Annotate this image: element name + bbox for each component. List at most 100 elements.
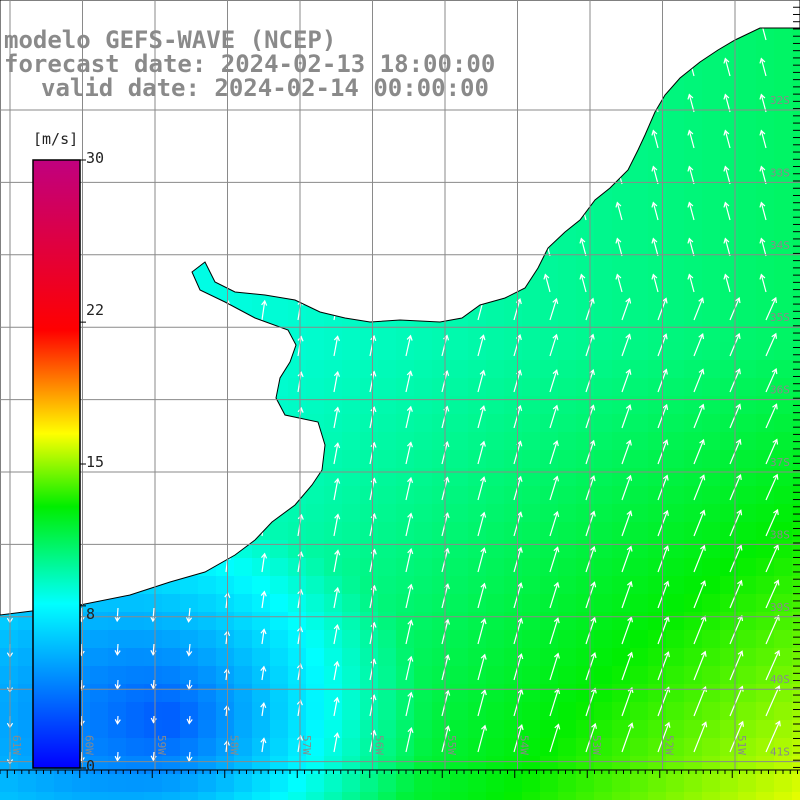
speed-cell xyxy=(684,144,702,162)
speed-cell xyxy=(720,198,738,216)
speed-cell xyxy=(378,648,396,666)
speed-cell xyxy=(774,270,792,288)
speed-cell xyxy=(324,594,342,612)
speed-cell xyxy=(396,450,414,468)
speed-cell xyxy=(756,648,774,666)
speed-cell xyxy=(180,666,198,684)
speed-cell xyxy=(630,306,648,324)
speed-cell xyxy=(702,432,720,450)
speed-cell xyxy=(666,108,684,126)
speed-cell xyxy=(792,558,800,576)
speed-cell xyxy=(360,594,378,612)
latitude-label: 41S xyxy=(770,746,790,759)
speed-cell xyxy=(234,720,252,738)
speed-cell xyxy=(684,360,702,378)
speed-cell xyxy=(468,342,486,360)
speed-cell xyxy=(396,702,414,720)
speed-cell xyxy=(702,234,720,252)
speed-cell xyxy=(306,630,324,648)
speed-cell xyxy=(144,630,162,648)
speed-cell xyxy=(558,234,576,252)
speed-cell xyxy=(486,594,504,612)
speed-cell xyxy=(18,738,36,756)
speed-cell xyxy=(630,432,648,450)
longitude-label: 60W xyxy=(83,735,96,755)
speed-cell xyxy=(774,738,792,756)
speed-cell xyxy=(648,432,666,450)
speed-cell xyxy=(486,576,504,594)
speed-cell xyxy=(522,486,540,504)
speed-cell xyxy=(396,414,414,432)
speed-cell xyxy=(558,396,576,414)
speed-cell xyxy=(738,198,756,216)
speed-cell xyxy=(792,126,800,144)
speed-cell xyxy=(738,234,756,252)
speed-cell xyxy=(630,558,648,576)
speed-cell xyxy=(270,594,288,612)
speed-cell xyxy=(396,720,414,738)
speed-cell xyxy=(378,378,396,396)
speed-cell xyxy=(756,54,774,72)
speed-cell xyxy=(270,306,288,324)
speed-cell xyxy=(594,720,612,738)
speed-cell xyxy=(270,630,288,648)
speed-cell xyxy=(666,324,684,342)
speed-cell xyxy=(684,180,702,198)
speed-cell xyxy=(90,666,108,684)
speed-cell xyxy=(342,702,360,720)
speed-cell xyxy=(738,738,756,756)
speed-cell xyxy=(738,576,756,594)
speed-cell xyxy=(594,252,612,270)
speed-cell xyxy=(162,720,180,738)
speed-cell xyxy=(738,306,756,324)
speed-cell xyxy=(360,342,378,360)
speed-cell xyxy=(522,450,540,468)
speed-cell xyxy=(720,432,738,450)
speed-cell xyxy=(630,684,648,702)
speed-cell xyxy=(702,324,720,342)
speed-cell xyxy=(630,162,648,180)
speed-cell xyxy=(666,180,684,198)
speed-cell xyxy=(468,702,486,720)
speed-cell xyxy=(648,396,666,414)
speed-cell xyxy=(738,324,756,342)
speed-cell xyxy=(198,666,216,684)
speed-cell xyxy=(522,378,540,396)
speed-cell xyxy=(702,252,720,270)
speed-cell xyxy=(216,684,234,702)
speed-cell xyxy=(756,720,774,738)
speed-cell xyxy=(252,558,270,576)
speed-cell xyxy=(720,576,738,594)
speed-cell xyxy=(198,702,216,720)
speed-cell xyxy=(774,414,792,432)
speed-cell xyxy=(486,342,504,360)
speed-cell xyxy=(792,234,800,252)
speed-cell xyxy=(738,252,756,270)
speed-cell xyxy=(792,450,800,468)
speed-cell xyxy=(288,378,306,396)
speed-cell xyxy=(270,648,288,666)
speed-cell xyxy=(270,666,288,684)
speed-cell xyxy=(540,396,558,414)
speed-cell xyxy=(288,666,306,684)
speed-cell xyxy=(468,396,486,414)
speed-cell xyxy=(342,648,360,666)
speed-cell xyxy=(594,666,612,684)
speed-cell xyxy=(774,342,792,360)
speed-cell xyxy=(666,414,684,432)
speed-cell xyxy=(684,108,702,126)
speed-cell xyxy=(684,720,702,738)
speed-cell xyxy=(720,54,738,72)
speed-cell xyxy=(666,738,684,756)
speed-cell xyxy=(792,504,800,522)
speed-cell xyxy=(720,288,738,306)
speed-cell xyxy=(522,522,540,540)
speed-cell xyxy=(486,738,504,756)
speed-cell xyxy=(252,576,270,594)
speed-cell xyxy=(666,486,684,504)
speed-cell xyxy=(594,702,612,720)
speed-cell xyxy=(612,360,630,378)
speed-cell xyxy=(792,144,800,162)
speed-cell xyxy=(774,36,792,54)
